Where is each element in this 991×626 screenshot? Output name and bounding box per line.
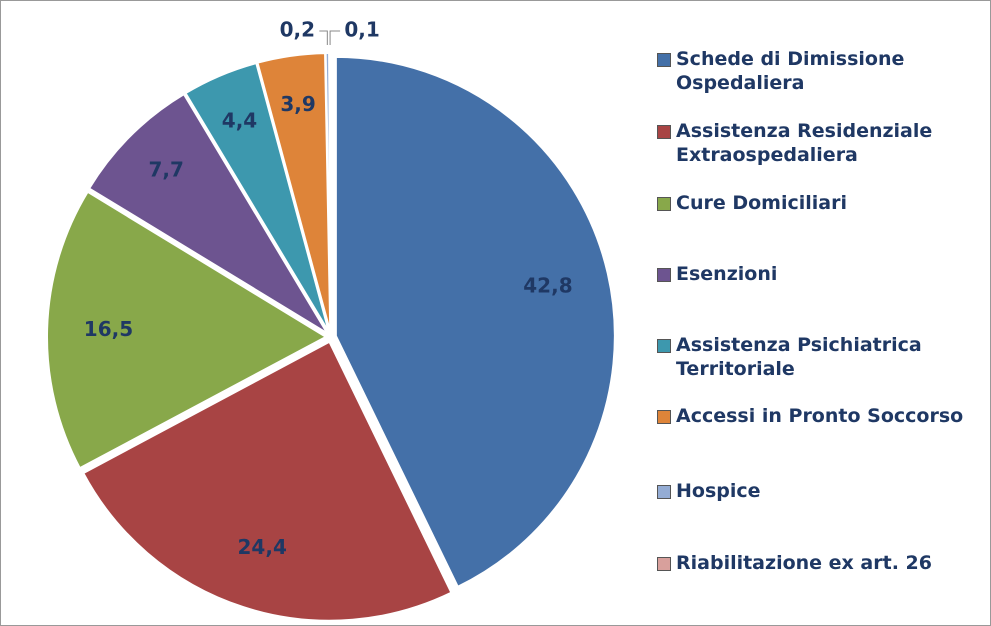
legend-item: Accessi in Pronto Soccorso (657, 404, 977, 428)
legend-item: Assistenza Psichiatrica Territoriale (657, 333, 977, 381)
legend-swatch (657, 268, 671, 282)
pie-slice (87, 92, 329, 335)
legend-item: Hospice (657, 479, 977, 503)
legend-label: Assistenza Psichiatrica Territoriale (676, 334, 922, 380)
legend-item: Cure Domiciliari (657, 191, 977, 215)
legend-swatch (657, 485, 671, 499)
legend-item: Assistenza Residenziale Extraospedaliera (657, 119, 977, 167)
legend-swatch (657, 557, 671, 571)
pie-slice (334, 55, 616, 589)
legend-label: Esenzioni (676, 263, 778, 285)
legend-item: Esenzioni (657, 262, 977, 286)
legend-label: Hospice (676, 480, 761, 502)
leader-line (329, 30, 341, 46)
data-label: 24,4 (238, 535, 287, 559)
legend-swatch (657, 197, 671, 211)
legend-swatch (657, 410, 671, 424)
data-label: 0,1 (344, 18, 379, 42)
data-label: 42,8 (523, 274, 572, 298)
data-label: 7,7 (148, 158, 183, 182)
legend-label: Assistenza Residenziale Extraospedaliera (676, 120, 933, 166)
legend-item: Schede di Dimissione Ospedaliera (657, 47, 977, 95)
legend-label: Riabilitazione ex art. 26 (676, 552, 932, 574)
legend-item: Riabilitazione ex art. 26 (657, 551, 977, 575)
pie-slice (46, 190, 329, 470)
legend-swatch (657, 53, 671, 67)
data-label: 0,2 (280, 18, 315, 42)
legend-label: Cure Domiciliari (676, 192, 847, 214)
data-label: 3,9 (280, 92, 315, 116)
data-label: 16,5 (84, 317, 133, 341)
legend-swatch (657, 125, 671, 139)
pie-slice (184, 61, 331, 333)
legend-swatch (657, 339, 671, 353)
pie-slice (328, 51, 332, 333)
leader-line (319, 30, 328, 46)
data-label: 4,4 (222, 108, 257, 132)
pie-area: 42,8 24,4 16,5 7,7 4,4 3,9 0,2 0,1 (46, 18, 616, 622)
legend-label: Schede di Dimissione Ospedaliera (676, 48, 905, 94)
pie-slice (81, 340, 453, 622)
legend-label: Accessi in Pronto Soccorso (676, 405, 964, 427)
